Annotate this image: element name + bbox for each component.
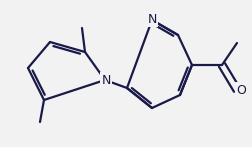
Text: N: N [147,12,156,25]
Text: N: N [101,74,110,86]
Text: O: O [235,83,245,96]
